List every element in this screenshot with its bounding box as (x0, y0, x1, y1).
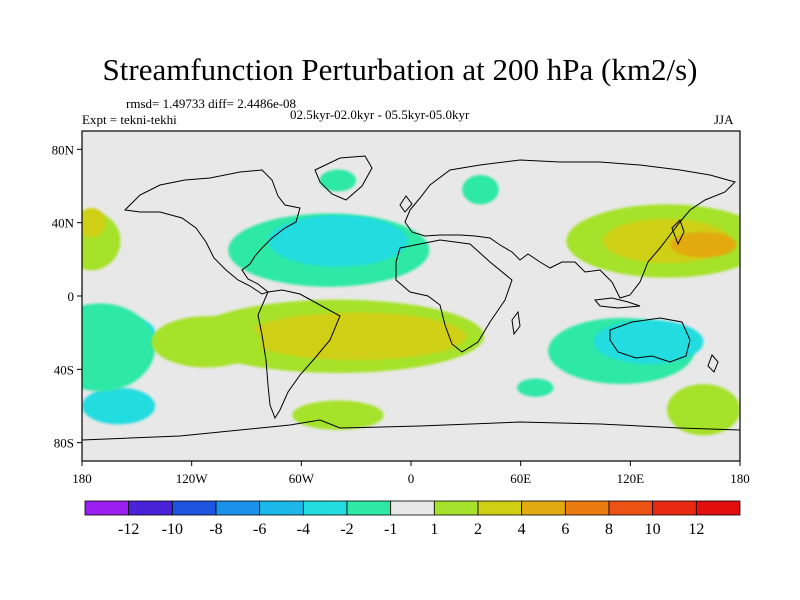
y-tick-label-3: 0 (68, 289, 75, 304)
colorbar-label-3: -8 (209, 521, 222, 538)
chart-title: Streamfunction Perturbation at 200 hPa (… (102, 52, 698, 87)
colorbar-label-13: 10 (645, 521, 661, 538)
contour-region-10 (517, 378, 554, 397)
colorbar-swatch-9 (433, 500, 479, 516)
contour-region-8 (462, 175, 499, 205)
coastline-greenland (314, 155, 373, 201)
coastline-north-america (123, 169, 301, 295)
y-tick-label-2: 40N (52, 216, 75, 231)
colorbar-label-8: 1 (430, 521, 438, 538)
colorbar-swatch-3 (171, 500, 217, 516)
colorbar: -12 -10 -8 -6 -4 -2 -1 1 2 4 6 8 10 12 (84, 500, 741, 538)
colorbar-label-7: -1 (384, 521, 397, 538)
colorbar-label-5: -4 (297, 521, 310, 538)
coastline-south-america (257, 289, 341, 420)
x-axis-ticks: 180 120W 60W 0 60E 120E 180 (72, 461, 750, 486)
colorbar-swatch-2 (128, 500, 173, 516)
colorbar-swatch-15 (695, 500, 741, 516)
coastline-indonesia (594, 297, 641, 309)
colorbar-swatch-14 (652, 500, 697, 516)
colorbar-swatch-6 (302, 500, 348, 516)
colorbar-label-1: -12 (118, 521, 139, 538)
coastline-japan (671, 219, 685, 246)
colorbar-swatch-13 (608, 500, 654, 516)
colorbar-swatch-5 (259, 500, 304, 516)
contour-region-15 (670, 231, 737, 258)
coastlines (82, 155, 740, 441)
contour-region-7 (82, 303, 156, 392)
experiment-label: Expt = tekni-tekhi (82, 112, 177, 127)
rmsd-diff-label: rmsd= 1.49733 diff= 2.4486e-08 (126, 96, 297, 111)
x-tick-label-5: 60E (510, 471, 531, 486)
colorbar-swatch-4 (215, 500, 261, 516)
colorbar-swatch-12 (564, 500, 610, 516)
colorbar-swatch-1 (84, 500, 130, 516)
coastline-new-zealand (707, 354, 719, 373)
contour-region-20 (151, 316, 262, 368)
contour-region-6 (82, 387, 156, 425)
colorbar-swatch-11 (521, 500, 566, 516)
y-tick-label-1: 80N (52, 142, 75, 157)
colorbar-swatch-10 (477, 500, 523, 516)
contour-region-9 (319, 169, 357, 192)
contour-region-4 (593, 319, 704, 364)
coastline-antarctica (82, 419, 740, 441)
coastline-madagascar (511, 310, 521, 336)
colorbar-label-11: 6 (561, 521, 569, 538)
colorbar-swatch-8 (390, 500, 435, 516)
colorbar-swatch-7 (346, 500, 392, 516)
contour-region-2 (268, 215, 408, 267)
colorbar-label-9: 2 (474, 521, 482, 538)
x-tick-label-1: 180 (72, 471, 92, 486)
coastline-british-isles (399, 195, 413, 213)
y-axis-ticks: 80N 40N 0 40S 80S (52, 142, 82, 451)
colorbar-label-2: -10 (162, 521, 183, 538)
map-background (82, 131, 740, 461)
x-tick-label-3: 60W (289, 471, 315, 486)
x-tick-label-4: 0 (408, 471, 415, 486)
contour-region-18 (82, 208, 106, 238)
x-tick-label-6: 120E (617, 471, 645, 486)
colorbar-label-6: -2 (340, 521, 353, 538)
coastline-eurasia (404, 159, 736, 299)
contour-region-16 (666, 384, 740, 436)
colorbar-label-10: 4 (518, 521, 526, 538)
time-period-label: 02.5kyr-02.0kyr - 05.5kyr-05.0kyr (290, 107, 470, 122)
coastline-australia (609, 317, 691, 363)
x-tick-label-2: 120W (176, 471, 209, 486)
y-tick-label-5: 80S (54, 436, 74, 451)
colorbar-label-4: -6 (253, 521, 266, 538)
x-tick-label-7: 180 (730, 471, 750, 486)
coastline-africa (395, 239, 513, 353)
contour-region-19 (292, 400, 384, 430)
colorbar-label-14: 12 (688, 521, 704, 538)
season-label: JJA (714, 112, 734, 127)
contour-region-12 (246, 312, 466, 361)
y-tick-label-4: 40S (54, 362, 74, 377)
colorbar-label-12: 8 (605, 521, 613, 538)
